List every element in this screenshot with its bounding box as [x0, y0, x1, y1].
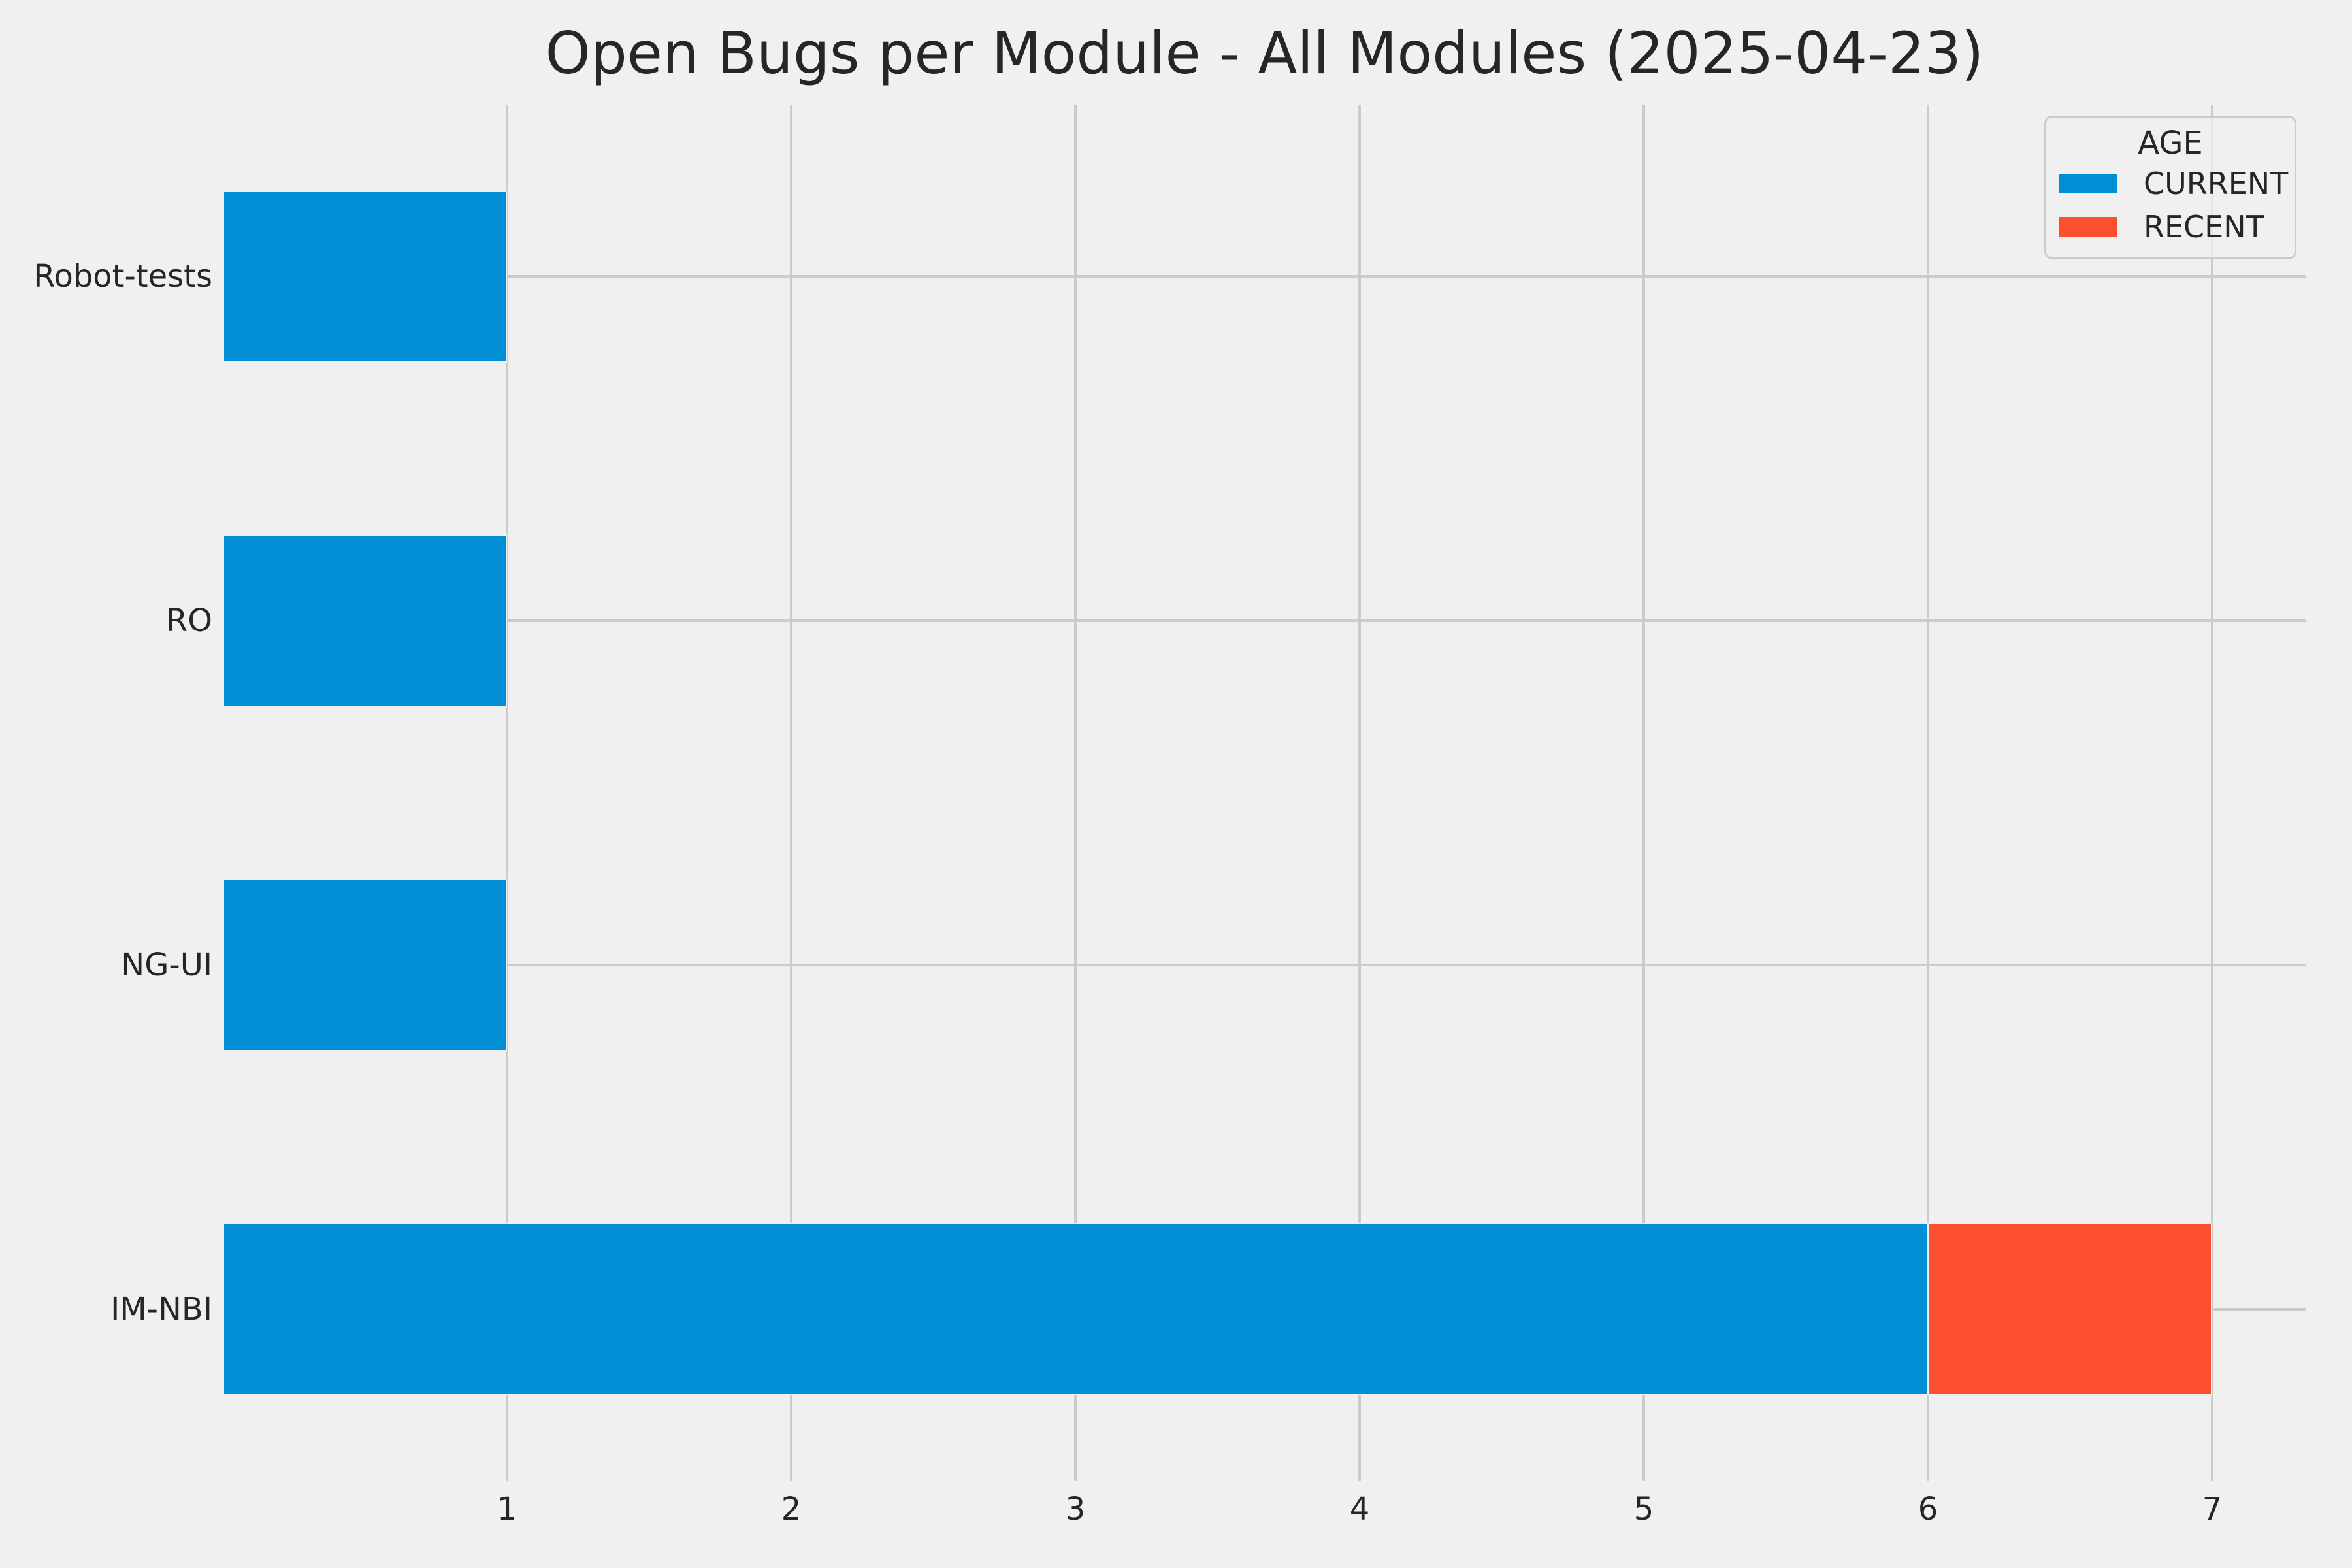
legend-entry-current: CURRENT: [2046, 162, 2295, 205]
vertical-gridline: [2211, 105, 2213, 1481]
plot-area: [223, 105, 2306, 1481]
y-category-label: Robot-tests: [33, 258, 212, 295]
x-tick-label: 2: [781, 1491, 802, 1527]
bar-segment-current-robot-tests: [223, 190, 507, 363]
y-category-label: RO: [165, 602, 212, 640]
chart-title: Open Bugs per Module - All Modules (2025…: [545, 20, 1984, 87]
y-category-label: IM-NBI: [110, 1290, 212, 1328]
vertical-gridline: [1927, 105, 1929, 1481]
x-tick-label: 5: [1633, 1491, 1654, 1527]
x-tick-label: 1: [497, 1491, 517, 1527]
bar-segment-current-ng-ui: [223, 879, 507, 1051]
y-category-label: NG-UI: [121, 946, 212, 983]
bar-segment-recent-im-nbi: [1928, 1222, 2212, 1396]
legend: AGE CURRENT RECENT: [2044, 116, 2296, 259]
x-tick-label: 3: [1065, 1491, 1086, 1527]
legend-entry-recent: RECENT: [2046, 205, 2295, 248]
vertical-gridline: [1074, 105, 1077, 1481]
legend-label: CURRENT: [2144, 166, 2289, 201]
x-tick-label: 7: [2202, 1491, 2223, 1527]
x-tick-label: 6: [1918, 1491, 1938, 1527]
vertical-gridline: [1642, 105, 1645, 1481]
legend-title: AGE: [2138, 125, 2203, 161]
legend-swatch-recent: [2059, 217, 2117, 237]
x-tick-label: 4: [1349, 1491, 1370, 1527]
bar-segment-current-ro: [223, 534, 507, 707]
horizontal-gridline: [223, 275, 2306, 278]
horizontal-gridline: [223, 963, 2306, 966]
vertical-gridline: [506, 105, 508, 1481]
legend-items: CURRENT RECENT: [2046, 162, 2295, 248]
legend-label: RECENT: [2144, 209, 2264, 244]
horizontal-gridline: [223, 619, 2306, 623]
legend-swatch-current: [2059, 174, 2117, 193]
vertical-gridline: [790, 105, 792, 1481]
vertical-gridline: [1358, 105, 1361, 1481]
bar-segment-current-im-nbi: [223, 1222, 1928, 1396]
